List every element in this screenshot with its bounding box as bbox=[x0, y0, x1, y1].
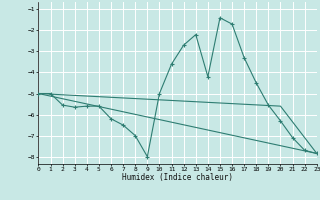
X-axis label: Humidex (Indice chaleur): Humidex (Indice chaleur) bbox=[122, 173, 233, 182]
